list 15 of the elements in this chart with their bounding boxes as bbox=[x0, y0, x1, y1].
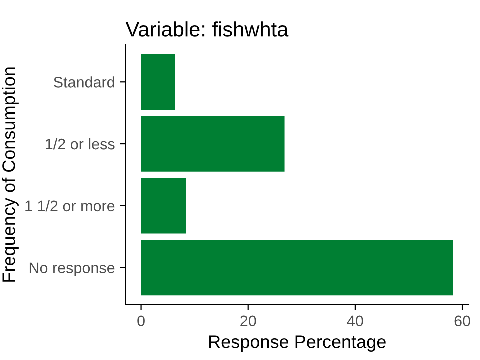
bar bbox=[141, 116, 285, 172]
y-tick-label: Standard bbox=[54, 76, 114, 88]
bar bbox=[141, 178, 186, 234]
y-axis-title: Frequency of Consumption bbox=[2, 68, 19, 282]
x-tick-label: 60 bbox=[454, 316, 470, 327]
x-axis-title: Response Percentage bbox=[210, 336, 386, 352]
bar bbox=[141, 240, 454, 296]
y-tick-label: 1/2 or less bbox=[46, 138, 115, 150]
y-tick-label: 1 1/2 or more bbox=[26, 200, 115, 212]
bar bbox=[141, 54, 176, 110]
x-tick-label: 40 bbox=[347, 316, 364, 327]
y-tick-label: No response bbox=[30, 262, 115, 276]
chart-title: Variable: fishwhta bbox=[126, 22, 289, 37]
x-tick-label: 0 bbox=[138, 316, 145, 327]
x-tick-label: 20 bbox=[240, 316, 256, 327]
